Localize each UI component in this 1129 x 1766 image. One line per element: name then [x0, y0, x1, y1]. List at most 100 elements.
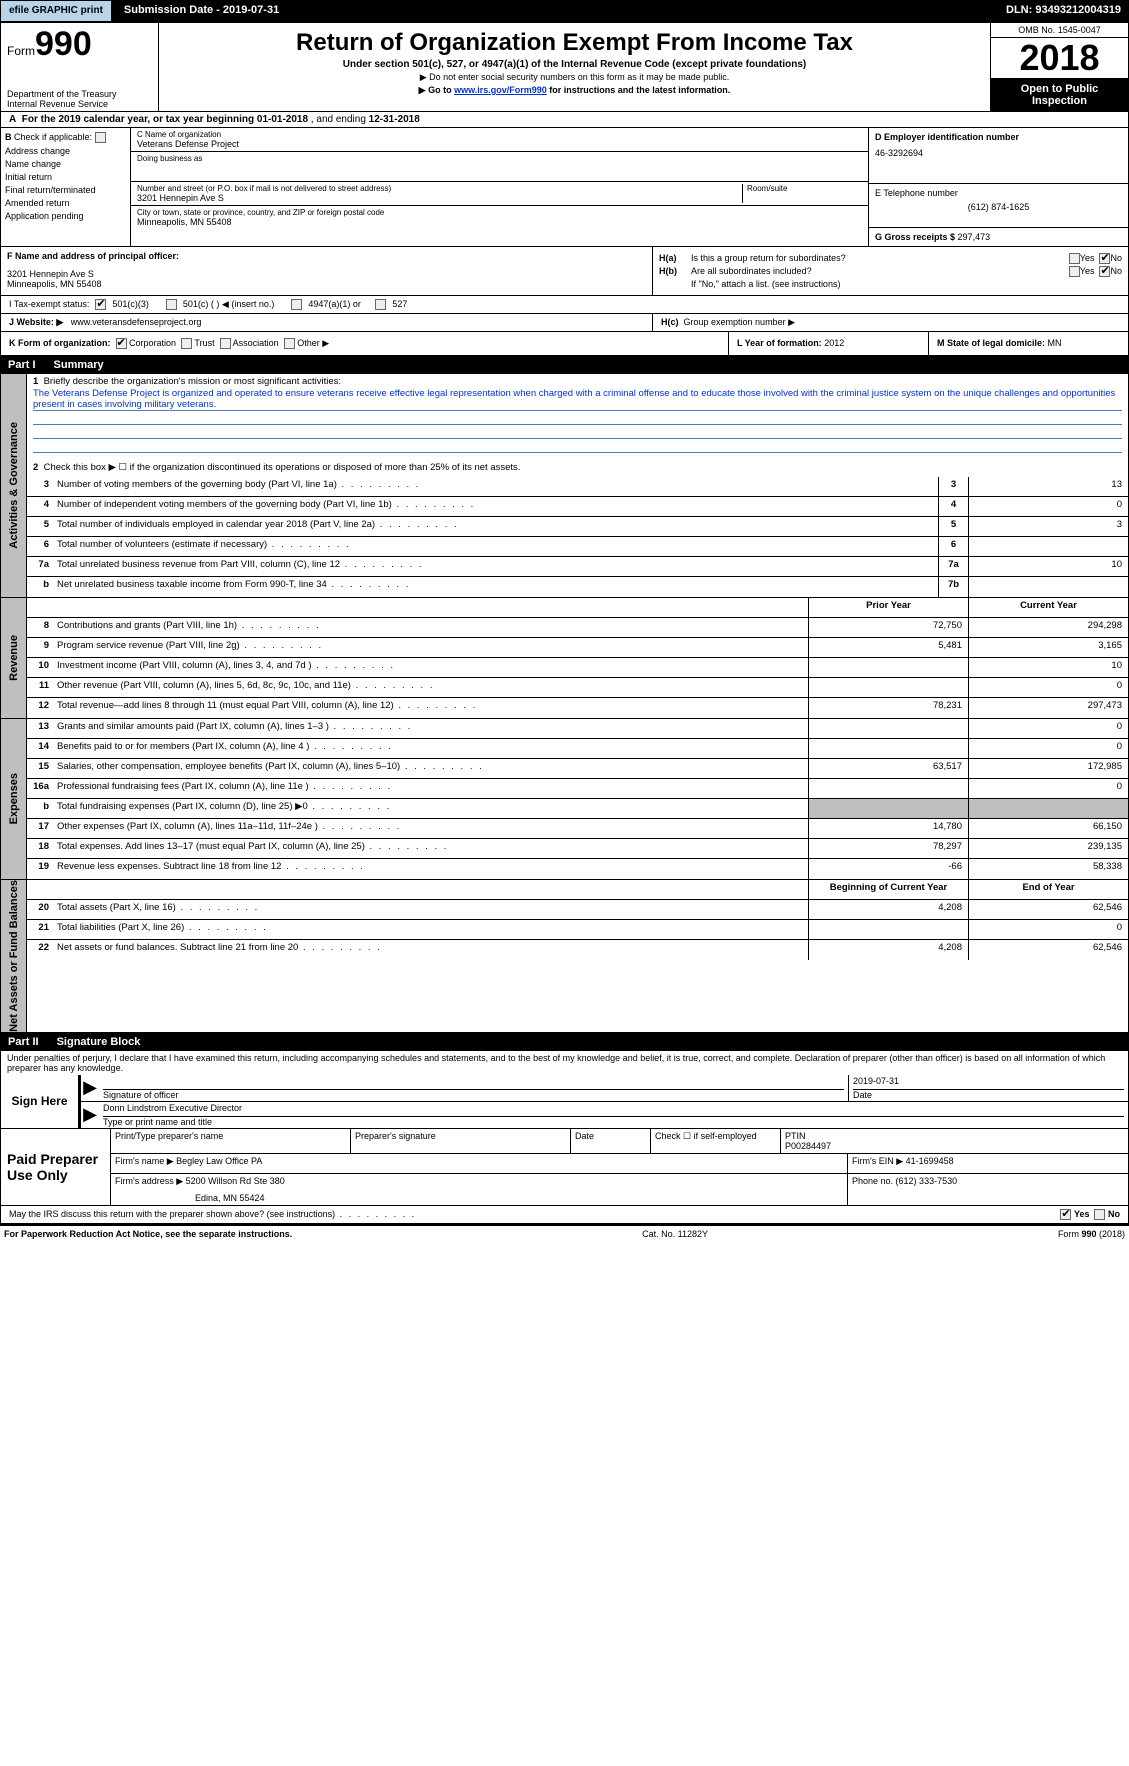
expenses-section: Expenses 13 Grants and similar amounts p…: [0, 719, 1129, 880]
line2: 2 Check this box ▶ ☐ if the organization…: [27, 456, 1128, 477]
revenue-section: Revenue Prior Year Current Year 8 Contri…: [0, 598, 1129, 719]
i-501c-checkbox[interactable]: [166, 299, 177, 310]
j-label: J Website: ▶: [9, 317, 63, 327]
typed-name: Donn Lindstrom Executive Director: [103, 1103, 1124, 1117]
row-17: 17 Other expenses (Part IX, column (A), …: [27, 819, 1128, 839]
sign-here-row: Sign Here ▶ Signature of officer 2019-07…: [0, 1075, 1129, 1129]
firm-ein-lbl: Firm's EIN ▶: [852, 1156, 906, 1166]
b-heading: B: [5, 132, 12, 142]
hb-no-checkbox[interactable]: [1099, 266, 1110, 277]
footer-right: Form 990 (2018): [1058, 1229, 1125, 1239]
dba-field: Doing business as: [131, 152, 868, 182]
k-assoc-checkbox[interactable]: [220, 338, 231, 349]
rowA-begin: 01-01-2018: [257, 114, 308, 125]
i-501c3-checkbox[interactable]: [95, 299, 106, 310]
top-bar: efile GRAPHIC print Submission Date - 20…: [0, 0, 1129, 22]
revenue-label: Revenue: [1, 598, 27, 718]
city-field: City or town, state or province, country…: [131, 206, 868, 242]
part1-title: Summary: [54, 359, 104, 371]
dept-info: Department of the Treasury Internal Reve…: [7, 89, 152, 109]
penalty-statement: Under penalties of perjury, I declare th…: [0, 1051, 1129, 1075]
city-label: City or town, state or province, country…: [137, 208, 862, 217]
preparer-label: Paid Preparer Use Only: [1, 1129, 111, 1205]
row-i: I Tax-exempt status: 501(c)(3) 501(c) ( …: [0, 296, 1129, 314]
k-opt1: Trust: [194, 338, 214, 348]
row-5: 5 Total number of individuals employed i…: [27, 517, 1128, 537]
open-public: Open to Public Inspection: [991, 79, 1128, 111]
k-trust-checkbox[interactable]: [181, 338, 192, 349]
netassets-label: Net Assets or Fund Balances: [1, 880, 27, 1032]
discuss-no-checkbox[interactable]: [1094, 1209, 1105, 1220]
row-16a: 16a Professional fundraising fees (Part …: [27, 779, 1128, 799]
irs: Internal Revenue Service: [7, 99, 152, 109]
k-opt0: Corporation: [129, 338, 176, 348]
k-corp-checkbox[interactable]: [116, 338, 127, 349]
sign-arrow2-icon: ▶: [81, 1102, 99, 1128]
hb-yes-checkbox[interactable]: [1069, 266, 1080, 277]
chk-address-change: Address change: [5, 146, 70, 156]
form-id: Form990: [7, 25, 152, 64]
efile-button[interactable]: efile GRAPHIC print: [0, 0, 112, 22]
irs-link[interactable]: www.irs.gov/Form990: [454, 85, 547, 95]
l-value: 2012: [824, 338, 844, 348]
k-other-checkbox[interactable]: [284, 338, 295, 349]
form-note2: ▶ Go to www.irs.gov/Form990 for instruct…: [167, 85, 982, 96]
i-label: I Tax-exempt status:: [9, 299, 89, 309]
i-4947-checkbox[interactable]: [291, 299, 302, 310]
end-header: End of Year: [968, 880, 1128, 899]
activities-label: Activities & Governance: [1, 374, 27, 597]
header-mid: Return of Organization Exempt From Incom…: [159, 23, 990, 111]
org-name-label: C Name of organization: [137, 130, 862, 139]
form-note1: ▶ Do not enter social security numbers o…: [167, 72, 982, 83]
sign-here-content: ▶ Signature of officer 2019-07-31 Date ▶…: [81, 1075, 1128, 1128]
typed-label: Type or print name and title: [103, 1117, 1124, 1127]
preparer-content: Print/Type preparer's name Preparer's si…: [111, 1129, 1128, 1205]
hb: H(b) Are all subordinates included? Yes …: [659, 266, 1122, 277]
m-value: MN: [1048, 338, 1062, 348]
firm-ein: 41-1699458: [906, 1156, 954, 1166]
dba-label: Doing business as: [137, 154, 862, 163]
row-h: H(a) Is this a group return for subordin…: [653, 247, 1128, 295]
row-f: F Name and address of principal officer:…: [1, 247, 653, 295]
tax-year: 2018: [991, 38, 1128, 79]
preparer-row: Paid Preparer Use Only Print/Type prepar…: [0, 1129, 1129, 1206]
row-a: A For the 2019 calendar year, or tax yea…: [0, 112, 1129, 128]
sig-date-label: Date: [853, 1090, 1124, 1100]
i-527-checkbox[interactable]: [375, 299, 386, 310]
discuss-yes-checkbox[interactable]: [1060, 1209, 1071, 1220]
addr-value: 3201 Hennepin Ave S: [137, 193, 742, 203]
activities-section: Activities & Governance 1 Briefly descri…: [0, 374, 1129, 598]
row-9: 9 Program service revenue (Part VIII, li…: [27, 638, 1128, 658]
row-18: 18 Total expenses. Add lines 13–17 (must…: [27, 839, 1128, 859]
gross-field: G Gross receipts $ 297,473: [869, 228, 1128, 246]
room-label: Room/suite: [747, 184, 862, 193]
row-b: b Net unrelated business taxable income …: [27, 577, 1128, 597]
col-c: C Name of organization Veterans Defense …: [131, 128, 868, 246]
row-20: 20 Total assets (Part X, line 16) 4,208 …: [27, 900, 1128, 920]
form-prefix: Form: [7, 44, 35, 58]
ha-no-checkbox[interactable]: [1099, 253, 1110, 264]
col-b: B Check if applicable: Address change Na…: [1, 128, 131, 246]
row-m: M State of legal domicile: MN: [928, 332, 1128, 355]
phone-value: (612) 874-1625: [875, 202, 1122, 212]
row-fh: F Name and address of principal officer:…: [0, 247, 1129, 296]
ein-label: D Employer identification number: [875, 132, 1122, 142]
k-label: K Form of organization:: [9, 338, 111, 348]
checkbox-applicable[interactable]: [95, 132, 106, 143]
part1-header: Part I Summary: [0, 356, 1129, 374]
revenue-rows: Prior Year Current Year 8 Contributions …: [27, 598, 1128, 718]
expenses-label: Expenses: [1, 719, 27, 879]
i-opt3: 527: [392, 299, 407, 309]
prep-hdr-date: Date: [571, 1129, 651, 1153]
org-name: Veterans Defense Project: [137, 139, 862, 149]
revenue-header: Prior Year Current Year: [27, 598, 1128, 618]
form-title: Return of Organization Exempt From Incom…: [167, 29, 982, 57]
hb-lbl: H(b): [659, 266, 691, 276]
firm-phone: (612) 333-7530: [896, 1176, 958, 1186]
phone-field: E Telephone number (612) 874-1625: [869, 184, 1128, 228]
line1: 1 Briefly describe the organization's mi…: [27, 374, 1128, 456]
hc-text: Group exemption number ▶: [684, 317, 795, 327]
discuss-yes: Yes: [1074, 1209, 1090, 1219]
ha-yes-checkbox[interactable]: [1069, 253, 1080, 264]
addr-field: Number and street (or P.O. box if mail i…: [131, 182, 868, 206]
